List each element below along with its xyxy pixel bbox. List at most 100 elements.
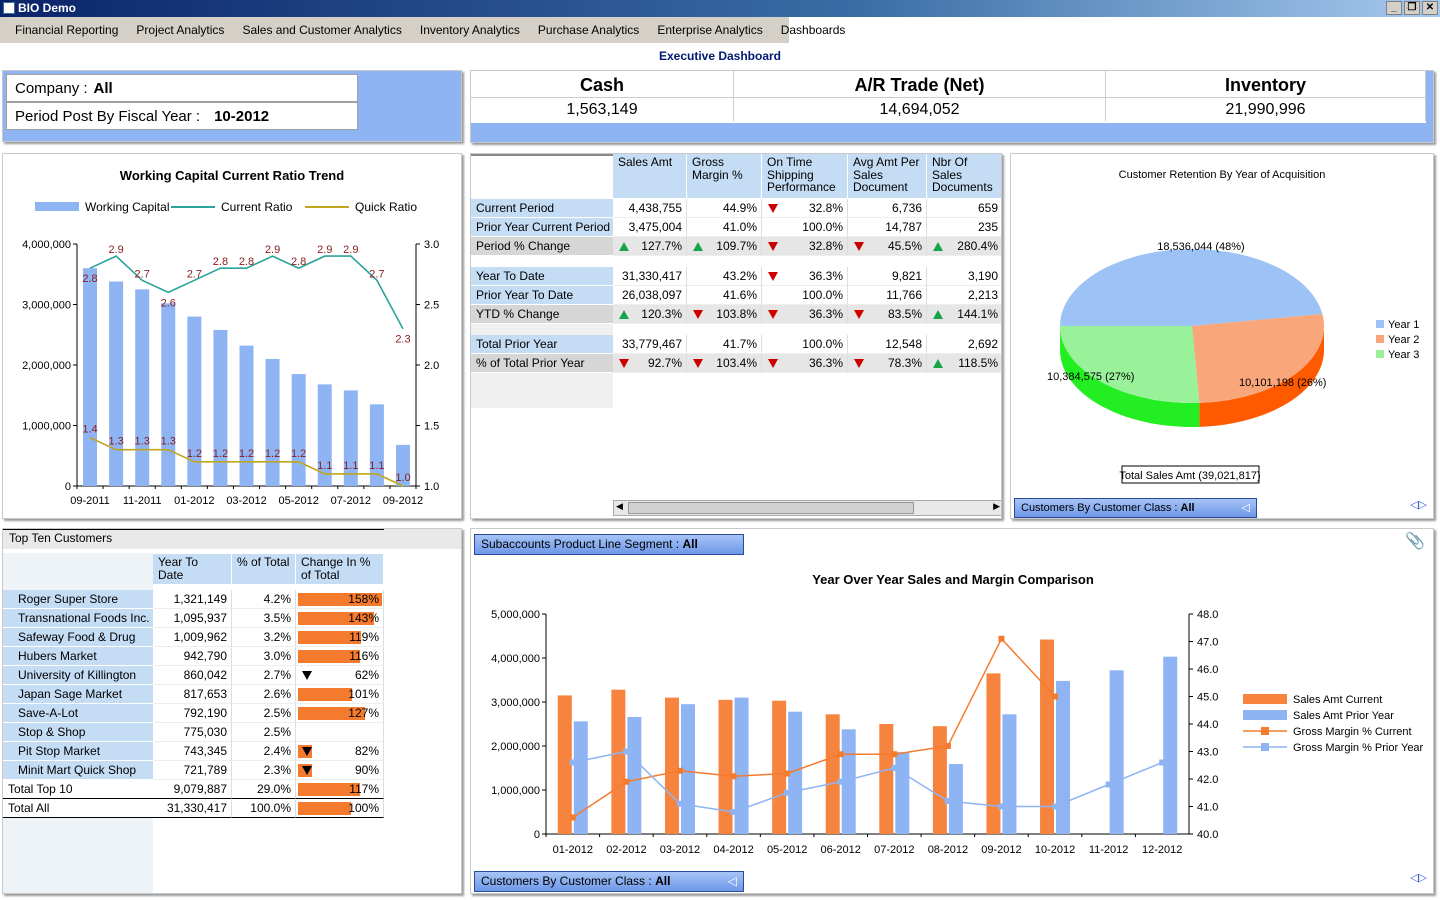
change-bar [298,650,360,663]
data-label: 1.2 [239,448,254,460]
bar-sales-current [718,699,733,834]
change-bar [298,802,352,815]
menu-inventory-analytics[interactable]: Inventory Analytics [419,23,520,37]
scroll-right-icon[interactable]: ▶ [993,501,1000,511]
menu-dashboards[interactable]: Dashboards [780,23,846,37]
data-label: 1.2 [187,448,202,460]
right-tick-label: 48.0 [1197,609,1218,621]
right-tick-label: 47.0 [1197,637,1218,649]
change-value: 158% [348,592,379,606]
bar-working-capital [265,358,280,486]
kpi-table: Cash A/R Trade (Net) Inventory 1,563,149… [471,71,1426,123]
minimize-button[interactable]: _ [1386,1,1402,15]
change-value: 101% [348,687,379,701]
right-tick-label: 2.0 [424,360,439,372]
bar-working-capital [291,374,306,486]
expand-icon[interactable]: ◁▷ [1410,872,1427,884]
close-button[interactable]: ✕ [1422,1,1438,15]
window-title: BIO Demo [18,1,77,15]
change-value: 90% [354,763,379,777]
ytd-value: 792,190 [153,704,232,723]
bar-working-capital [343,390,358,486]
data-label: 1.3 [161,436,176,448]
bar-working-capital [135,289,150,486]
ytd-value: 817,653 [153,685,232,704]
legend-label-0: Sales Amt Current [1293,694,1382,706]
period-filter[interactable]: Period Post By Fiscal Year : 10-2012 [6,102,358,130]
line-current-ratio [89,255,404,330]
product-line-segment-filter[interactable]: Subaccounts Product Line Segment : All [474,534,744,555]
right-tick-label: 44.0 [1197,719,1218,731]
x-tick-label: 05-2012 [767,844,807,856]
line-marker [998,803,1005,810]
change-cell: 117% [296,780,384,799]
right-tick-label: 46.0 [1197,664,1218,676]
menu-financial-reporting[interactable]: Financial Reporting [15,23,119,37]
menu-sales-customer-analytics[interactable]: Sales and Customer Analytics [242,23,402,37]
retention-customer-class-filter[interactable]: Customers By Customer Class : All ◁ [1014,498,1257,518]
down-arrow-icon [302,766,312,775]
line-marker [569,759,576,766]
down-arrow-icon [768,272,778,281]
table-cell: 118.5% [927,354,1001,373]
data-label: 2.7 [369,268,384,280]
menu-enterprise-analytics[interactable]: Enterprise Analytics [657,23,763,37]
change-cell: 90% [296,761,384,780]
bar-working-capital [109,281,124,486]
table-cell: 103.8% [687,305,762,324]
customer-name: Total Top 10 [3,780,153,799]
scrollbar-thumb[interactable] [628,502,914,514]
up-arrow-icon [619,310,629,319]
yoy-filter-value: All [655,874,671,888]
ytd-value: 775,030 [153,723,232,742]
table-cell: 120.3% [613,305,687,324]
x-tick-label: 09-2012 [383,495,423,507]
table-cell: 44.9% [687,199,762,218]
menu-purchase-analytics[interactable]: Purchase Analytics [537,23,640,37]
legend-swatch-1 [1376,335,1384,343]
table-cell: 659 [927,199,1001,218]
table-cell: 235 [927,218,1001,237]
line-marker [891,765,898,771]
horizontal-scrollbar[interactable]: ◀ ▶ [613,500,1001,516]
segment-filter-value: All [682,537,698,551]
data-label: 2.9 [265,244,280,256]
x-tick-label: 05-2012 [278,495,318,507]
right-tick-label: 45.0 [1197,692,1218,704]
left-tick-label: 2,000,000 [491,741,540,753]
bar-sales-current [1040,639,1055,834]
legend-swatch-2 [1376,350,1384,358]
x-tick-label: 03-2012 [226,495,266,507]
table-cell: 12,548 [848,335,927,354]
x-tick-label: 12-2012 [1142,844,1182,856]
data-label: 2.8 [82,273,97,285]
company-filter[interactable]: Company : All [6,74,358,102]
kpi-panel: Cash A/R Trade (Net) Inventory 1,563,149… [470,70,1434,143]
column-header: % of Total [232,554,296,584]
menu-project-analytics[interactable]: Project Analytics [136,23,225,37]
bar-sales-prior [1163,656,1178,834]
paperclip-icon[interactable]: 📎 [1405,533,1425,550]
yoy-sales-chart: Year Over Year Sales and Margin Comparis… [491,572,1423,856]
expand-icon[interactable]: ◁▷ [1410,499,1427,511]
chart-title: Year Over Year Sales and Margin Comparis… [812,572,1094,587]
legend-label-2: Year 3 [1388,349,1419,361]
scroll-left-icon[interactable]: ◀ [616,501,623,511]
total-label-box [1121,465,1260,484]
table-cell: 3,475,004 [613,218,687,237]
x-tick-label: 06-2012 [821,844,861,856]
x-tick-label: 01-2012 [553,844,593,856]
legend-swatch-0 [35,202,79,211]
bar-working-capital [369,404,384,486]
restore-button[interactable]: ❐ [1404,1,1420,15]
down-arrow-icon [854,310,864,319]
pct-total-value: 2.6% [232,685,296,704]
yoy-customer-class-filter[interactable]: Customers By Customer Class : All ◁ [474,871,744,892]
change-cell: 101% [296,685,384,704]
dropdown-arrow-icon: ◁ [1241,502,1250,514]
bar-working-capital [83,268,98,486]
pct-total-value: 2.5% [232,704,296,723]
table-cell: 100.0% [762,286,848,305]
line-marker [1052,693,1059,700]
table-cell: 4,438,755 [613,199,687,218]
